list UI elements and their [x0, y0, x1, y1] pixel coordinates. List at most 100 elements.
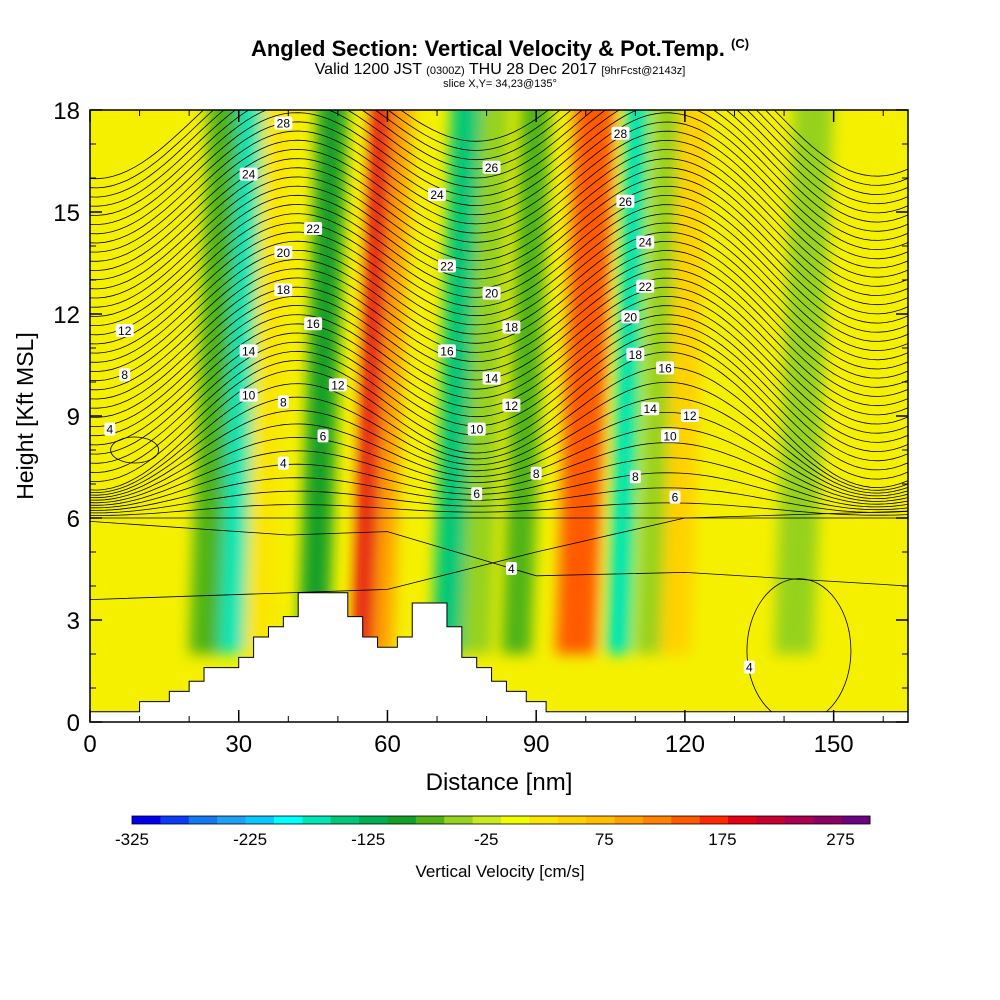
- contour-label: 18: [502, 320, 521, 335]
- svg-text:8: 8: [280, 395, 287, 409]
- y-axis-label: Height [Kft MSL]: [12, 332, 38, 499]
- theta-contour: [90, 487, 908, 514]
- colorbar-swatch: [188, 816, 218, 824]
- theta-contour: [90, 110, 908, 235]
- theta-contour: [90, 222, 908, 363]
- x-tick-label: 60: [374, 731, 401, 758]
- terrain: [90, 592, 908, 722]
- colorbar-label: Vertical Velocity [cm/s]: [415, 862, 585, 881]
- contour-label: 12: [502, 398, 521, 413]
- theta-contour: [90, 502, 908, 516]
- contour-label: 4: [104, 422, 116, 437]
- contour-label: 10: [467, 422, 486, 437]
- contour-label: 6: [471, 487, 483, 501]
- svg-text:4: 4: [746, 661, 753, 675]
- svg-text:12: 12: [118, 324, 132, 338]
- contour-label: 18: [274, 283, 293, 297]
- colorbar-swatch: [415, 816, 445, 824]
- theta-contour: [90, 213, 908, 354]
- svg-text:20: 20: [277, 246, 291, 260]
- svg-text:8: 8: [533, 467, 540, 481]
- contour-label: 10: [661, 429, 680, 443]
- contour-label: 12: [680, 409, 699, 423]
- svg-text:24: 24: [430, 188, 444, 202]
- chart-title-tag: (C): [731, 36, 750, 51]
- y-tick-label: 12: [53, 302, 80, 329]
- contour-label: 14: [482, 371, 501, 386]
- y-tick-label: 15: [53, 200, 80, 227]
- theta-contour: [90, 110, 908, 198]
- theta-contour: [90, 396, 908, 499]
- svg-text:14: 14: [644, 402, 658, 416]
- contour-labels: 4 8 12 10 14 24 4 8 20 18 28 22 16 6 12 24 22 16 10 6 20 14 26…: [104, 116, 755, 675]
- x-tick-label: 30: [225, 731, 252, 758]
- contour-label: 22: [304, 222, 323, 236]
- colorbar-swatch: [330, 816, 360, 824]
- contour-label: 24: [636, 235, 655, 250]
- contour-label: 4: [505, 562, 517, 576]
- svg-text:10: 10: [470, 423, 484, 437]
- contour-label: 16: [656, 361, 675, 375]
- contour-label: 14: [641, 402, 660, 416]
- theta-contour: [90, 510, 908, 600]
- valid-time: Valid 1200 JST: [314, 61, 427, 78]
- theta-contour: [90, 457, 908, 509]
- valid-zulu: (0300Z): [426, 65, 465, 77]
- theta-contour: [90, 323, 908, 464]
- svg-text:6: 6: [473, 487, 480, 501]
- svg-text:6: 6: [672, 491, 679, 505]
- contour-label: 20: [482, 286, 501, 301]
- theta-contour: [90, 412, 908, 501]
- colorbar-swatch: [756, 816, 786, 824]
- svg-text:14: 14: [485, 372, 499, 386]
- contour-label: 8: [119, 368, 131, 382]
- theta-contour: [90, 381, 908, 496]
- colorbar-swatch: [614, 816, 644, 824]
- x-axis-label: Distance [nm]: [426, 769, 573, 796]
- contour-label: 28: [611, 126, 630, 141]
- svg-text:12: 12: [683, 409, 697, 423]
- svg-text:10: 10: [242, 389, 256, 403]
- contour-label: 16: [304, 317, 323, 331]
- colorbar-swatch: [273, 816, 303, 824]
- y-tick-label: 9: [67, 404, 80, 431]
- contour-label: 14: [239, 344, 258, 358]
- colorbar-swatch: [813, 816, 843, 824]
- svg-text:22: 22: [639, 280, 653, 294]
- colorbar-swatch: [841, 816, 871, 824]
- colorbar-swatch: [784, 816, 814, 824]
- svg-text:6: 6: [320, 429, 327, 443]
- slice-info: slice X,Y= 34,23@135°: [443, 78, 557, 90]
- svg-text:18: 18: [505, 321, 519, 335]
- colorbar-tick-label: 275: [826, 830, 854, 849]
- chart-valid-line: Valid 1200 JST (0300Z) THU 28 Dec 2017 […: [0, 61, 1000, 79]
- theta-contour: [90, 176, 908, 317]
- colorbar-swatch: [501, 816, 530, 824]
- svg-text:4: 4: [106, 423, 113, 437]
- chart-title-main: Angled Section: Vertical Velocity & Pot.…: [250, 36, 725, 61]
- theta-contour: [90, 241, 908, 382]
- theta-contour: [90, 259, 908, 400]
- theta-contour: [90, 139, 908, 281]
- contour-label: 8: [530, 466, 542, 481]
- svg-text:24: 24: [242, 168, 256, 182]
- theta-contour: [90, 167, 908, 308]
- x-tick-label: 150: [814, 731, 854, 758]
- colorbar-swatch: [132, 816, 161, 824]
- colorbar-swatch: [387, 816, 417, 824]
- y-tick-label: 3: [67, 608, 80, 635]
- contour-label: 18: [626, 347, 645, 362]
- theta-contour: [90, 110, 908, 180]
- colorbar-swatch: [699, 816, 729, 824]
- contour-label: 10: [239, 388, 258, 403]
- colorbar-swatch: [359, 816, 388, 824]
- theta-contour: [90, 110, 908, 244]
- theta-contour: [90, 250, 908, 391]
- svg-text:12: 12: [331, 378, 345, 392]
- y-tick-label: 18: [53, 98, 80, 125]
- theta-contour: [90, 305, 908, 446]
- y-tick-label: 6: [67, 506, 80, 533]
- contour-label: 8: [277, 395, 289, 409]
- theta-contour: [90, 295, 908, 437]
